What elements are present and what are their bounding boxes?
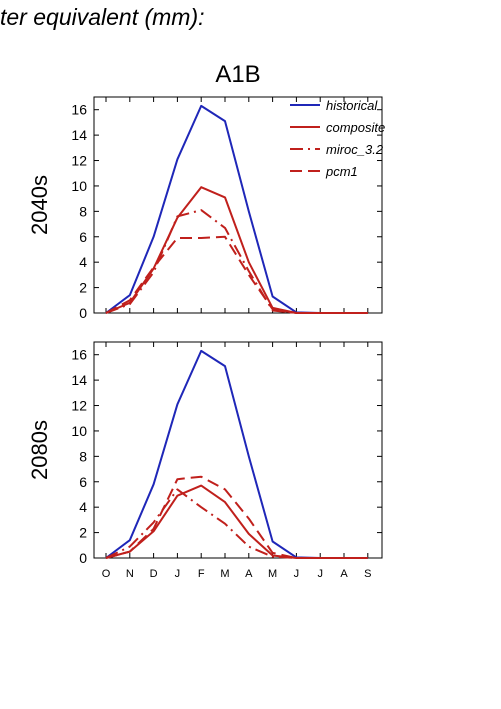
plot-frame (93, 96, 383, 314)
x-tick-label: M (220, 568, 229, 580)
y-tick-label: 12 (71, 398, 87, 414)
x-tick-label: D (150, 568, 158, 580)
y-tick-label: 4 (79, 499, 87, 515)
x-tick-label: J (317, 568, 323, 580)
y-axis-label: 2040s (27, 175, 52, 235)
y-tick-label: 6 (79, 474, 87, 490)
y-tick-label: 14 (71, 127, 87, 143)
y-tick-label: 4 (79, 254, 87, 270)
legend-label: historical (326, 98, 378, 113)
y-tick-label: 16 (71, 347, 87, 363)
y-tick-label: 10 (71, 423, 87, 439)
x-tick-label: F (198, 568, 205, 580)
y-tick-label: 0 (79, 305, 87, 321)
x-tick-label: N (126, 568, 134, 580)
x-tick-label: S (364, 568, 371, 580)
y-tick-label: 0 (79, 550, 87, 566)
series-line-composite (105, 484, 368, 559)
figure-title: A1B (215, 61, 260, 88)
x-tick-label: O (102, 568, 111, 580)
plot-frame (93, 341, 383, 559)
x-tick-label: A (245, 568, 253, 580)
y-tick-label: 14 (71, 372, 87, 388)
x-tick-label: M (268, 568, 277, 580)
y-tick-label: 8 (79, 448, 87, 464)
series-line-miroc-3-2 (105, 209, 368, 314)
y-tick-label: 2 (79, 525, 87, 541)
series-line-historical (105, 349, 368, 559)
y-tick-label: 16 (71, 102, 87, 118)
legend-label: miroc_3.2 (326, 142, 384, 157)
y-tick-label: 2 (79, 280, 87, 296)
series-line-pcm1 (105, 475, 368, 559)
legend-label: pcm1 (325, 164, 358, 179)
y-axis-label: 2080s (27, 420, 52, 480)
x-tick-label: A (340, 568, 348, 580)
header-title: ter equivalent (mm): (0, 4, 205, 30)
y-tick-label: 6 (79, 229, 87, 245)
y-tick-label: 8 (79, 203, 87, 219)
chart-panel-1: 0 2 4 6 8 10 12 14 16 O N D J F M A M J J A S 2080s (27, 341, 383, 580)
x-tick-label: J (294, 568, 300, 580)
x-tick-label: J (175, 568, 181, 580)
series-line-miroc-3-2 (105, 488, 368, 559)
chart-panel-0: 0 2 4 6 8 10 12 14 16 2040s historical composite mir… (27, 96, 385, 321)
legend-label: composite (326, 120, 385, 135)
y-tick-label: 10 (71, 178, 87, 194)
y-tick-label: 12 (71, 153, 87, 169)
series-line-pcm1 (105, 235, 368, 314)
